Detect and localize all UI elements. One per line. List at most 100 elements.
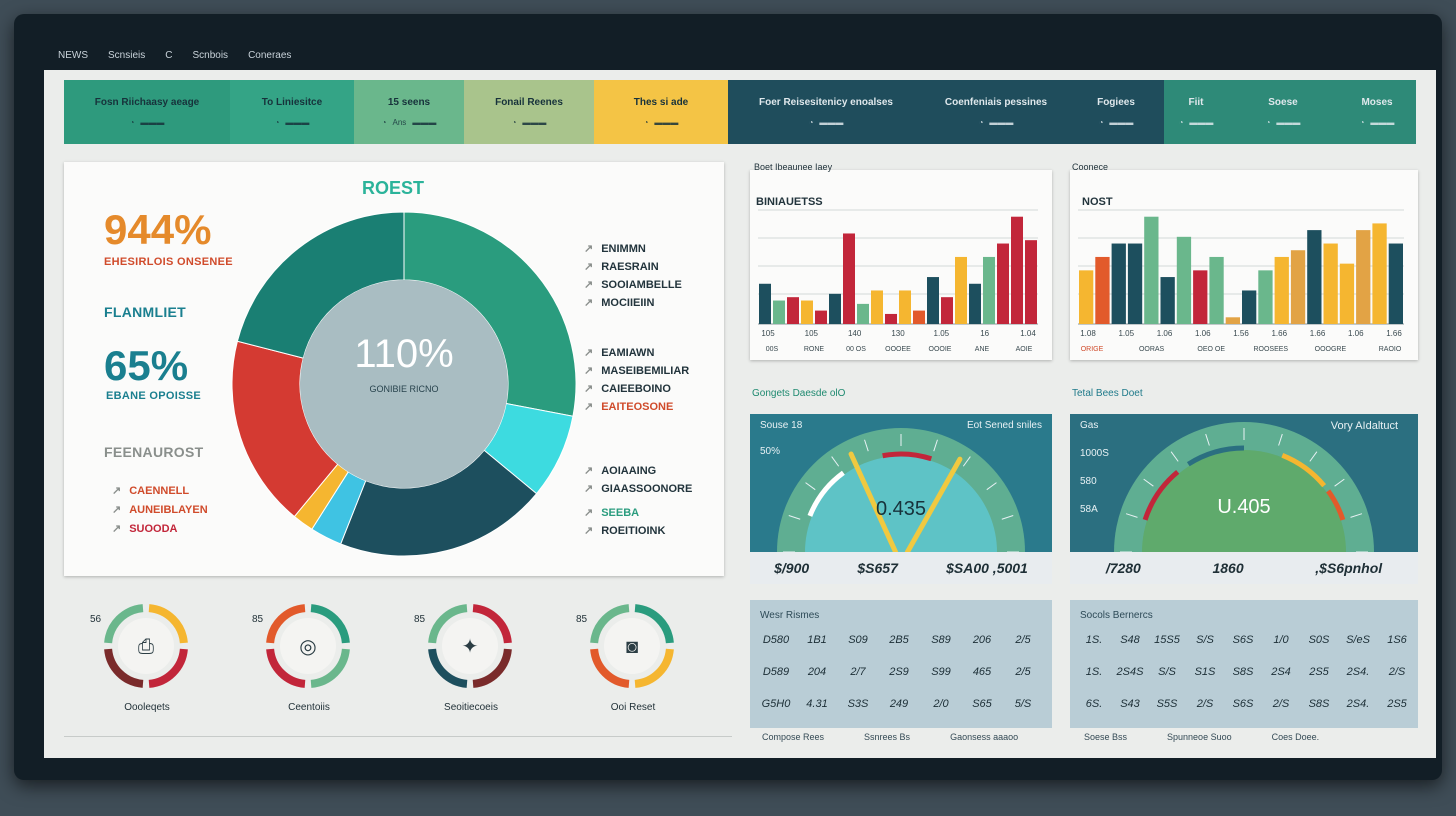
table-cell: S8S xyxy=(1308,698,1330,710)
bar[interactable] xyxy=(1307,230,1322,324)
right-legend-item: ↗ ROEITIOINK xyxy=(584,524,665,538)
bar[interactable] xyxy=(1111,243,1126,324)
bar[interactable] xyxy=(941,297,953,324)
bar[interactable] xyxy=(1025,240,1037,324)
menu-item-1[interactable]: Scnsieis xyxy=(108,49,146,61)
bar[interactable] xyxy=(969,283,981,324)
data-table-2: Socols Bernercs 1S. S48 15S5 S/S S6S 1/0 S0S S/… xyxy=(1070,600,1418,728)
bar[interactable] xyxy=(1011,216,1023,324)
category-label: OOOEE xyxy=(885,346,911,353)
right-legend-label: SEEBA xyxy=(601,506,640,519)
bar[interactable] xyxy=(1388,243,1403,324)
compass-icon: ✦ xyxy=(462,636,479,658)
table-cell: 1S6 xyxy=(1387,634,1407,646)
bar[interactable] xyxy=(871,290,883,324)
bar[interactable] xyxy=(1372,223,1387,324)
bar[interactable] xyxy=(1160,277,1175,324)
bar[interactable] xyxy=(1095,256,1110,324)
top-tile-7[interactable]: Fogiees ◔ ▬▬▬ xyxy=(1068,80,1164,144)
section-label-right: Tetal Bees Doet xyxy=(1072,388,1143,399)
bar[interactable] xyxy=(1274,256,1289,324)
top-tile-6[interactable]: Coenfeniais pessines ◔ ▬▬▬ xyxy=(924,80,1068,144)
top-tile-9[interactable]: Soese ◔ ▬▬▬ xyxy=(1228,80,1338,144)
table-cell: S89 xyxy=(931,634,951,646)
bar[interactable] xyxy=(1176,236,1192,324)
bar[interactable] xyxy=(1258,270,1273,324)
table-cell: S65 xyxy=(972,698,992,710)
tile-dots-icon: ▬▬▬ xyxy=(1276,118,1301,127)
table-row[interactable]: 6S. S43 S5S 2/S S6S 2/S S8S 2S4. 2S5 xyxy=(1076,698,1416,710)
top-tile-2[interactable]: 15 seens ◔ Ans ▬▬▬ xyxy=(354,80,464,144)
arrow-icon: ↗ xyxy=(584,483,594,495)
bar[interactable] xyxy=(997,243,1009,324)
table-cell: 204 xyxy=(807,666,827,678)
table-row[interactable]: G5H0 4.31 S3S 249 2/0 S65 5/S xyxy=(756,698,1044,710)
table-row[interactable]: 1S. S48 15S5 S/S S6S 1/0 S0S S/eS 1S6 xyxy=(1076,634,1416,646)
arrow-icon: ↗ xyxy=(584,401,594,413)
stat-value-3: 65% xyxy=(104,342,189,389)
ring-gauge[interactable]: ◎ xyxy=(266,604,350,688)
bar[interactable] xyxy=(801,300,813,324)
bar[interactable] xyxy=(787,297,799,324)
gauge-arc xyxy=(1186,445,1245,467)
bar[interactable] xyxy=(983,256,995,324)
tile-dots-icon: ▬▬▬ xyxy=(1370,118,1395,127)
bar[interactable] xyxy=(829,293,841,324)
category-label: ORIGE xyxy=(1081,346,1104,353)
bar[interactable] xyxy=(815,310,827,324)
bar[interactable] xyxy=(1339,263,1355,324)
menu-item-3[interactable]: Scnbois xyxy=(192,49,229,61)
bar[interactable] xyxy=(773,300,785,324)
category-label: OOOIE xyxy=(929,346,952,353)
top-tile-8[interactable]: Fiit ◔ ▬▬▬ xyxy=(1164,80,1228,144)
top-tile-3[interactable]: Fonail Reenes ◔ ▬▬▬ xyxy=(464,80,594,144)
table-2-footer: Soese Bss Spunneoe Suoo Coes Doee. xyxy=(1084,732,1319,742)
bar[interactable] xyxy=(1242,290,1257,324)
table-row[interactable]: D580 1B1 S09 2B5 S89 206 2/5 xyxy=(756,634,1044,646)
gauge-2-side-1: 1000S xyxy=(1080,448,1109,459)
ring-label: Seoitiecoeis xyxy=(444,702,498,713)
menu-item-0[interactable]: NEWS xyxy=(58,49,88,61)
table-row[interactable]: D589 204 2/7 2S9 S99 465 2/5 xyxy=(756,666,1044,678)
bar[interactable] xyxy=(955,256,967,324)
bar[interactable] xyxy=(857,303,869,324)
table-cell: S0S xyxy=(1308,634,1330,646)
bar[interactable] xyxy=(899,290,911,324)
right-legend-item: ↗ MASEIBEMILIAR xyxy=(584,364,689,378)
right-legend-label: EAMIAWN xyxy=(601,346,655,359)
top-tile-10[interactable]: Moses ◔ ▬▬▬ xyxy=(1338,80,1416,144)
bar[interactable] xyxy=(1323,243,1338,324)
bar[interactable] xyxy=(1193,270,1208,324)
gauge-tick xyxy=(1334,478,1345,487)
top-tile-1[interactable]: To Liniesitce ◔ ▬▬▬ xyxy=(230,80,354,144)
menu-item-2[interactable]: C xyxy=(165,49,173,61)
bar[interactable] xyxy=(913,310,925,324)
bar[interactable] xyxy=(1225,317,1240,324)
gauge-2-center: U.405 xyxy=(1217,496,1271,518)
ring-gauge[interactable]: ✦ xyxy=(428,604,512,688)
bar[interactable] xyxy=(1127,243,1143,324)
top-tile-0[interactable]: Fosn Riichaasy aeage ◔ ▬▬▬ xyxy=(64,80,230,144)
bar[interactable] xyxy=(1079,270,1094,324)
ring-gauge[interactable]: ⎙ xyxy=(104,604,188,688)
bar[interactable] xyxy=(843,233,855,324)
bar[interactable] xyxy=(927,277,939,324)
bar[interactable] xyxy=(1356,230,1371,324)
bar[interactable] xyxy=(1290,250,1306,324)
table-cell: S6S xyxy=(1232,634,1254,646)
top-tile-5[interactable]: Foer Reisesitenicy enoalses ◔ ▬▬▬ xyxy=(728,80,924,144)
table-row[interactable]: 1S. 2S4S S/S S1S S8S 2S4 2S5 2S4. 2/S xyxy=(1076,666,1416,678)
ring-gauge[interactable]: ◙ xyxy=(590,604,674,688)
bar[interactable] xyxy=(885,313,897,324)
tile-glyph-icon: ◔ xyxy=(1359,118,1365,127)
table-cell: 249 xyxy=(889,698,909,710)
top-tile-4[interactable]: Thes si ade ◔ ▬▬▬ xyxy=(594,80,728,144)
bar[interactable] xyxy=(1144,216,1159,324)
left-legend-label: SUOODA xyxy=(129,522,178,535)
menu-item-4[interactable]: Coneraes xyxy=(248,49,292,61)
bar[interactable] xyxy=(1209,256,1224,324)
x-tick-label: 1.05 xyxy=(934,329,950,338)
table-cell: D580 xyxy=(762,634,790,646)
bar[interactable] xyxy=(759,283,771,324)
ring-arc xyxy=(104,648,144,688)
